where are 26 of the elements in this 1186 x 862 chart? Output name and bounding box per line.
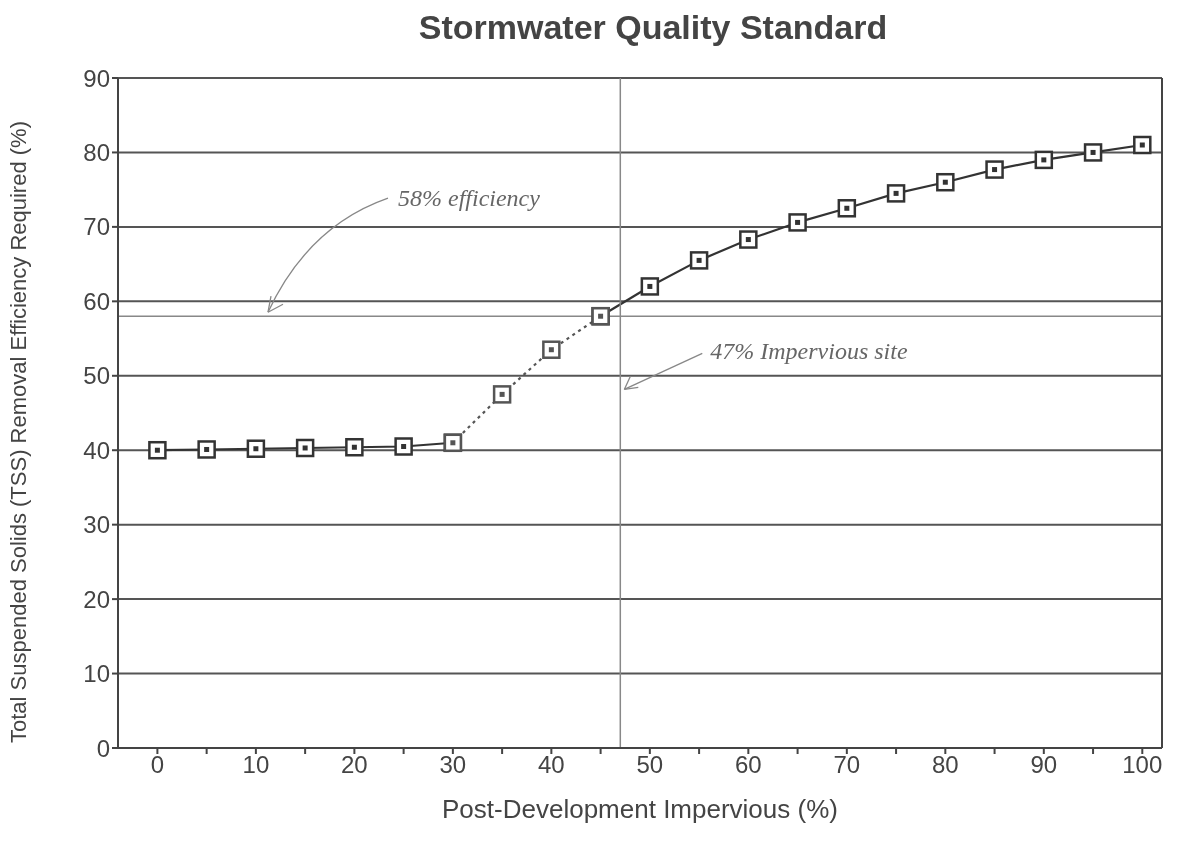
ref-line-label: 47% Impervious site <box>710 338 908 365</box>
x-tick-label: 50 <box>636 751 664 779</box>
chart-title: Stormwater Quality Standard <box>417 8 889 48</box>
y-tick-label: 90 <box>83 64 110 92</box>
y-tick-label: 60 <box>83 287 110 315</box>
y-tick-label: 0 <box>96 734 110 762</box>
x-tick-label: 0 <box>150 751 165 779</box>
x-tick-label: 100 <box>1122 751 1163 779</box>
x-tick-label: 40 <box>538 751 565 779</box>
x-tick-label: 30 <box>439 751 467 779</box>
x-tick-label: 10 <box>242 751 270 779</box>
x-tick-label: 80 <box>931 751 959 779</box>
x-tick-label: 60 <box>734 751 762 779</box>
y-tick-label: 50 <box>83 362 110 390</box>
x-tick-label: 90 <box>1030 751 1058 779</box>
y-tick-label: 70 <box>83 213 110 241</box>
y-tick-label: 80 <box>83 138 110 166</box>
x-tick-label: 20 <box>341 751 368 779</box>
ref-line-label: 58% efficiency <box>398 185 541 212</box>
y-tick-label: 40 <box>83 436 110 464</box>
x-axis-title: Post-Development Impervious (%) <box>442 794 838 824</box>
y-tick-label: 30 <box>83 511 110 539</box>
y-axis-title: Total Suspended Solids (TSS) Removal Efficiency Required (%) <box>5 121 31 743</box>
y-tick-label: 10 <box>83 660 110 688</box>
y-tick-label: 20 <box>83 585 110 613</box>
x-tick-label: 70 <box>833 751 861 779</box>
